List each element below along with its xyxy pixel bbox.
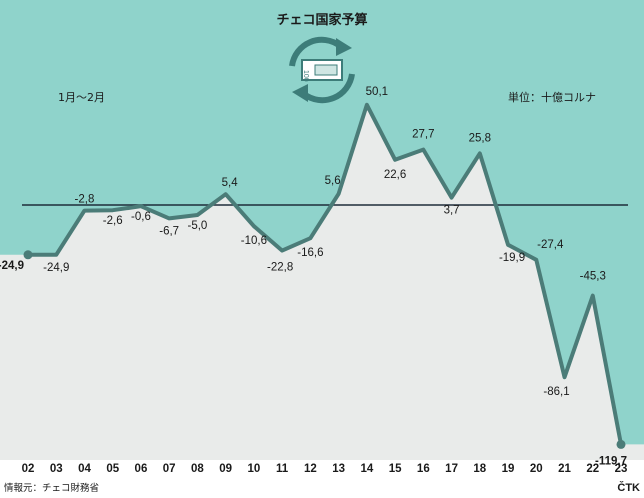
value-label: -16,6 [297, 247, 323, 259]
x-tick-label: 21 [558, 463, 571, 475]
value-label: 22,6 [384, 169, 406, 181]
chart-title: チェコ国家予算 [276, 12, 367, 28]
value-label: 50,1 [366, 86, 388, 98]
x-tick-label: 14 [360, 463, 373, 475]
value-label: -27,4 [537, 239, 564, 251]
svg-text:100: 100 [302, 70, 309, 82]
value-label: -24,9 [43, 262, 69, 274]
value-label: 5,4 [222, 177, 239, 189]
x-tick-label: 23 [615, 463, 628, 475]
x-tick-label: 04 [78, 463, 91, 475]
x-tick-label: 06 [135, 463, 148, 475]
x-tick-label: 09 [219, 463, 232, 475]
money-cycle-icon: 100 [289, 36, 355, 104]
x-tick-label: 18 [473, 463, 486, 475]
x-tick-label: 20 [530, 463, 543, 475]
value-label: 25,8 [469, 132, 491, 144]
value-label: -2,6 [103, 215, 123, 227]
value-label: -119,7 [595, 455, 627, 467]
x-tick-label: 03 [50, 463, 63, 475]
period-label: 1月～2月 [58, 91, 105, 104]
x-tick-label: 19 [502, 463, 515, 475]
x-tick-label: 17 [445, 463, 458, 475]
value-label: -0,6 [131, 211, 151, 223]
x-tick-label: 12 [304, 463, 317, 475]
value-label: 5,6 [325, 175, 341, 187]
area-fill [0, 104, 644, 461]
x-tick-label: 08 [191, 463, 204, 475]
agency-logo: ČTK [617, 481, 640, 494]
value-label: -45,3 [580, 271, 606, 283]
x-axis-ticks: 02 03 04 05 06 07 08 09 10 11 12 13 14 15 16 17 18 19 20 21… [22, 463, 628, 475]
data-point [616, 439, 626, 449]
value-label: -2,8 [75, 194, 95, 206]
value-labels: -24,9 -24,9 -2,8 -2,6 -0,6 -6,7 -5,0 5,4 -10,6 -2… [0, 86, 627, 468]
value-label: 27,7 [412, 129, 434, 141]
x-tick-label: 05 [106, 463, 119, 475]
source-text: 情報元：チェコ財務省 [4, 482, 99, 494]
value-label: -19,9 [499, 252, 525, 264]
unit-label: 単位：十億コルナ [508, 90, 596, 104]
x-tick-label: 07 [163, 463, 176, 475]
value-label: -5,0 [188, 220, 208, 232]
data-point [23, 250, 33, 260]
value-label: -10,6 [241, 235, 267, 247]
value-label: 3,7 [444, 205, 460, 217]
x-tick-label: 16 [417, 463, 430, 475]
value-label: -86,1 [543, 386, 569, 398]
x-tick-label: 13 [332, 463, 345, 475]
x-tick-label: 02 [22, 463, 35, 475]
value-label: -22,8 [267, 262, 293, 274]
value-label: -6,7 [159, 225, 179, 237]
value-label: -24,9 [0, 260, 24, 272]
x-tick-label: 10 [248, 463, 261, 475]
end-markers [23, 250, 626, 449]
x-tick-label: 22 [586, 463, 599, 475]
series-line [26, 102, 623, 447]
x-tick-label: 11 [276, 463, 289, 475]
x-tick-label: 15 [389, 463, 402, 475]
